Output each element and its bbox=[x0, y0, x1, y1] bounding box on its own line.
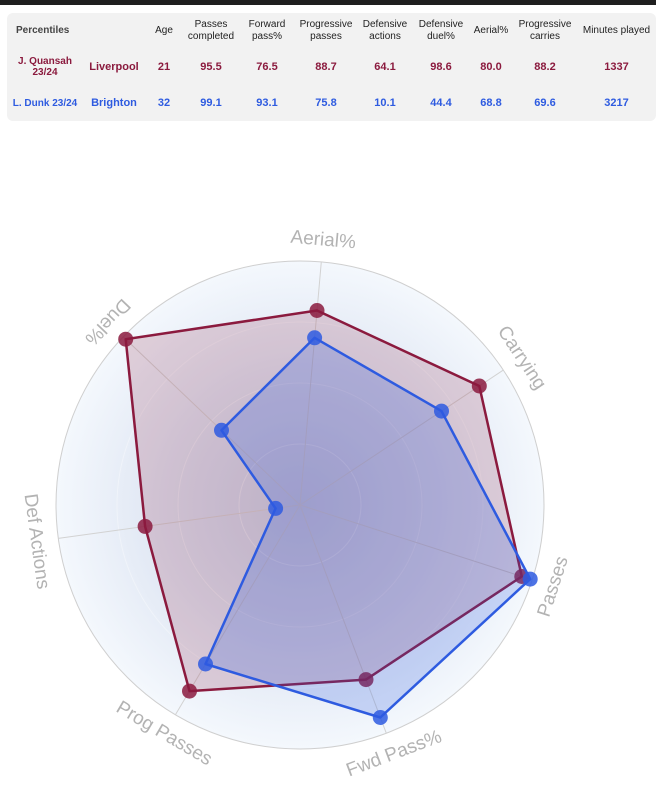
cell-defensive-actions: 64.1 bbox=[374, 61, 396, 73]
data-point bbox=[358, 672, 374, 688]
cell-progressive-passes: 88.7 bbox=[315, 61, 337, 73]
cell-defensive-duel: 44.4 bbox=[430, 97, 452, 109]
header-percentiles: Percentiles bbox=[16, 25, 70, 36]
cell-defensive-actions: 10.1 bbox=[374, 97, 396, 109]
header-age: Age bbox=[155, 25, 173, 36]
cell-progressive-passes: 75.8 bbox=[315, 97, 337, 109]
header-team bbox=[83, 13, 145, 49]
header-forward-pass: Forward pass% bbox=[248, 19, 286, 42]
header-defensive-duel: Defensive duel% bbox=[418, 19, 464, 42]
cell-passes-completed: 95.5 bbox=[200, 61, 222, 73]
data-point bbox=[137, 518, 153, 534]
cell-forward-pass: 93.1 bbox=[256, 97, 278, 109]
series-area bbox=[204, 336, 532, 719]
header-defensive-actions: Defensive actions bbox=[362, 19, 408, 42]
stats-table-card: Percentiles Age Passes completed Forward… bbox=[7, 13, 656, 121]
radar-spoke bbox=[299, 261, 322, 506]
grid-ring bbox=[116, 321, 484, 689]
radar-spoke bbox=[299, 504, 387, 734]
axis-label-aerial: Aerial% bbox=[290, 227, 357, 254]
cell-minutes-played: 1337 bbox=[604, 61, 629, 73]
player-name: J. Quansah 23/24 bbox=[18, 56, 72, 78]
data-point bbox=[182, 683, 197, 699]
cell-passes-completed: 99.1 bbox=[200, 97, 222, 109]
player-team: Liverpool bbox=[89, 61, 139, 73]
data-point bbox=[471, 378, 487, 394]
data-point bbox=[214, 422, 229, 438]
cell-defensive-duel: 98.6 bbox=[430, 61, 452, 73]
cell-age: 21 bbox=[157, 61, 171, 73]
header-minutes-played: Minutes played bbox=[582, 25, 651, 36]
data-point bbox=[434, 403, 449, 419]
data-point bbox=[198, 656, 213, 672]
grid-ring bbox=[177, 382, 423, 628]
radar-spoke bbox=[299, 369, 504, 506]
top-bar bbox=[0, 0, 656, 5]
grid-ring bbox=[238, 443, 362, 567]
data-point bbox=[307, 330, 323, 346]
header-passes-completed: Passes completed bbox=[187, 19, 235, 42]
cell-minutes-played: 3217 bbox=[604, 97, 629, 109]
cell-aerial: 80.0 bbox=[480, 61, 502, 73]
data-point bbox=[118, 331, 134, 347]
radar-spoke bbox=[174, 504, 301, 716]
cell-aerial: 68.8 bbox=[480, 97, 502, 109]
table-row: L. Dunk 23/24 Brighton 32 99.1 93.1 75.8… bbox=[7, 85, 656, 121]
cell-age: 32 bbox=[157, 97, 171, 109]
cell-progressive-carries: 88.2 bbox=[534, 61, 556, 73]
header-progressive-carries: Progressive carries bbox=[518, 19, 572, 42]
series-dunk bbox=[198, 330, 538, 725]
data-point bbox=[372, 710, 388, 725]
percentile-table: Percentiles Age Passes completed Forward… bbox=[7, 13, 656, 121]
radar-spoke bbox=[58, 504, 301, 539]
cell-progressive-carries: 69.6 bbox=[534, 97, 556, 109]
axis-label-def-actions: Def Actions bbox=[19, 492, 53, 590]
axis-label-passes: Passes bbox=[534, 554, 573, 620]
header-progressive-passes: Progressive passes bbox=[299, 19, 353, 42]
radar-spoke bbox=[299, 504, 533, 581]
player-team: Brighton bbox=[91, 97, 137, 109]
cell-forward-pass: 76.5 bbox=[256, 61, 278, 73]
data-point bbox=[268, 500, 284, 516]
header-aerial: Aerial% bbox=[473, 25, 509, 36]
radar-chart: Aerial% Carrying Passes Fwd Pass% Prog Passe… bbox=[0, 122, 656, 782]
data-point bbox=[522, 571, 538, 587]
player-name: L. Dunk 23/24 bbox=[12, 97, 78, 109]
radar-spoke bbox=[122, 336, 301, 506]
data-point bbox=[309, 303, 325, 318]
table-header: Percentiles Age Passes completed Forward… bbox=[7, 13, 656, 49]
table-row: J. Quansah 23/24 Liverpool 21 95.5 76.5 … bbox=[7, 49, 656, 85]
